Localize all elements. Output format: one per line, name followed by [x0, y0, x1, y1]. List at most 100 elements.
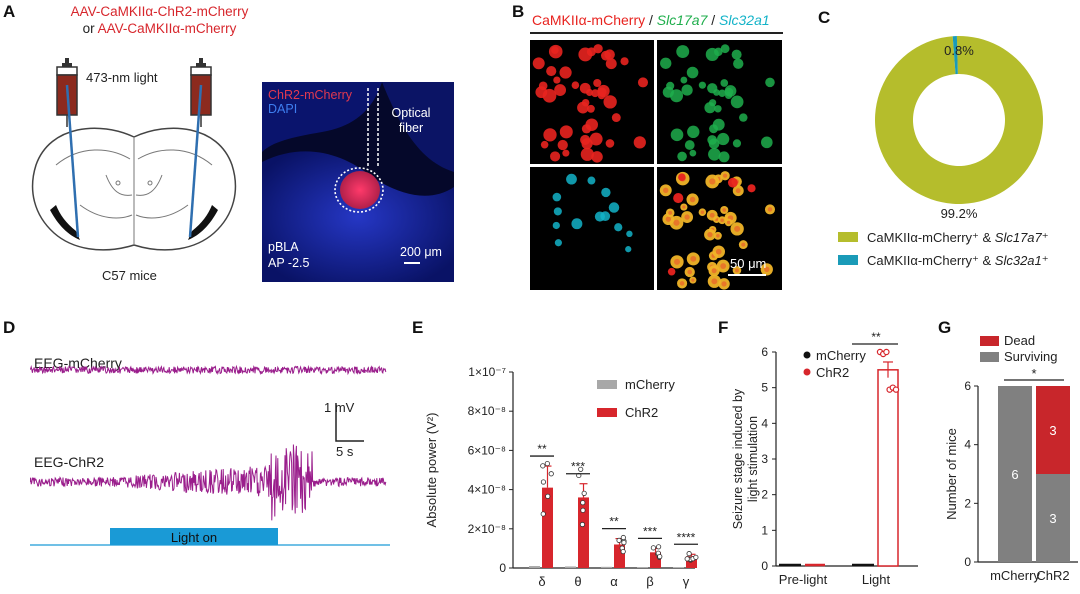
e-sig-label: ***	[643, 524, 657, 538]
e-xtick-label: γ	[683, 574, 690, 589]
e-bar-chr2	[578, 497, 589, 568]
scale-200um-label: 200 μm	[400, 245, 442, 259]
eeg-traces	[30, 364, 390, 546]
panel-label-b: B	[512, 2, 525, 21]
e-sig-label: ****	[677, 530, 696, 544]
eeg-scale-bar	[335, 403, 364, 442]
e-datapoint	[545, 493, 551, 499]
bla-right	[188, 205, 218, 240]
scale-bar-200um	[404, 262, 420, 264]
optical-fiber-label: Optical fiber	[391, 106, 431, 135]
e-datapoint	[650, 545, 656, 551]
g-legend-swatch-dead	[980, 336, 999, 346]
e-bar-mcherry	[601, 566, 612, 568]
e-datapoint	[540, 511, 546, 517]
g-bar-surviving	[1036, 474, 1070, 562]
merge-channel	[657, 167, 782, 290]
panel-label-c: C	[818, 8, 831, 27]
donut-label-slc32a1: 0.8%	[944, 43, 974, 58]
g-bar-surviving	[998, 386, 1032, 562]
g-sig-label: *	[1031, 366, 1036, 381]
f-bar-chr2	[877, 369, 899, 567]
e-legend-swatch-chr2	[597, 408, 617, 417]
e-ytick-label: 4×10⁻⁸	[468, 483, 506, 497]
e-datapoint	[540, 463, 546, 469]
e-bar-mcherry	[565, 566, 576, 568]
e-datapoint	[544, 460, 550, 467]
f-datapoint	[883, 348, 890, 356]
e-ytick-label: 1×10⁻⁷	[468, 365, 506, 379]
e-datapoint	[548, 471, 554, 477]
donut-slice-slc32a1	[952, 36, 958, 75]
e-legend-chr2: ChR2	[625, 405, 658, 420]
g-legend-dead: Dead	[1004, 333, 1035, 348]
g-legend-surviving: Surviving	[1004, 349, 1057, 364]
e-ytick-label: 2×10⁻⁸	[468, 522, 506, 536]
mcherry-channel	[530, 40, 654, 164]
e-xtick-label: α	[610, 574, 618, 589]
mouse-strain-label: C57 mice	[102, 268, 157, 283]
optical-fiber-left	[65, 84, 80, 238]
donut-slice-slc17a7	[875, 36, 1043, 204]
g-xtick-label: mCherry	[990, 568, 1040, 583]
title-underline	[530, 32, 783, 34]
survival-stacked-chart: Number of mice Dead Surviving 0 2 4 6 6 mChe…	[944, 333, 1078, 583]
g-y-axis-label: Number of mice	[944, 428, 959, 520]
f-legend-chr2: ChR2	[816, 365, 849, 380]
seizure-stage-chart: Seizure stage induced by light stimulati…	[731, 330, 918, 587]
f-ytick-label: 3	[761, 452, 768, 466]
legend-item-slc17a7: CaMKIIα-mCherry⁺ & Slc17a7⁺	[838, 226, 1049, 249]
e-bar-chr2	[650, 552, 661, 568]
title-camk: CaMKIIα-mCherry	[532, 12, 646, 28]
e-datapoint	[621, 540, 627, 546]
panel-label-f: F	[718, 318, 729, 337]
optical-fiber-right	[188, 84, 203, 238]
panel-label-e: E	[412, 318, 424, 337]
f-xtick-label: Pre-light	[779, 572, 828, 587]
e-ytick-label: 6×10⁻⁸	[468, 443, 506, 457]
g-ytick-label: 0	[964, 555, 971, 569]
f-y-axis-label-2: light stimulation	[746, 416, 760, 502]
f-ytick-label: 5	[761, 381, 768, 395]
e-bar-mcherry	[673, 567, 684, 568]
light-wavelength-label: 473-nm light	[86, 70, 158, 85]
g-ytick-label: 2	[964, 496, 971, 510]
or-word: or	[82, 21, 95, 36]
g-legend-swatch-surviving	[980, 352, 999, 362]
panel-b-title: CaMKIIα-mCherry / Slc17a7 / Slc32a1	[532, 12, 770, 28]
e-bar-mcherry	[529, 566, 540, 568]
g-bar-dead	[1036, 386, 1070, 474]
light-on-box	[110, 528, 278, 545]
e-bar-chr2	[614, 544, 625, 568]
f-xtick-label: Light	[862, 572, 891, 587]
e-xtick-label: θ	[574, 574, 581, 589]
virus-mcherry-label: AAV-CaMKIIα-mCherry	[97, 21, 237, 36]
bla-left	[50, 205, 80, 240]
e-datapoint	[620, 534, 626, 541]
legend-swatch-slc32a1	[838, 255, 858, 265]
light-on-label: Light on	[170, 530, 218, 545]
g-ytick-label: 4	[964, 438, 971, 452]
e-xtick-label: δ	[538, 574, 545, 589]
g-value-label: 6	[1011, 467, 1018, 482]
e-datapoint	[616, 537, 622, 544]
f-ytick-label: 1	[761, 523, 768, 537]
g-ytick-label: 6	[964, 379, 971, 393]
f-sig-label: **	[871, 330, 881, 344]
e-sig-label: ***	[571, 460, 585, 474]
region-label: pBLA	[268, 240, 299, 254]
e-datapoint	[578, 466, 584, 472]
eeg-chr2-label: EEG-ChR2	[34, 454, 105, 470]
donut-chart: 0.8% 99.2%	[875, 36, 1043, 221]
e-sig-label: **	[537, 442, 547, 456]
f-ytick-label: 2	[761, 488, 768, 502]
scale-time-label: 5 s	[336, 444, 354, 459]
eeg-mcherry-label: EEG-mCherry	[34, 355, 122, 371]
e-ytick-label: 8×10⁻⁸	[468, 404, 506, 418]
legend-item-slc32a1: CaMKIIα-mCherry⁺ & Slc32a1⁺	[838, 249, 1049, 272]
e-bar-chr2	[542, 487, 553, 568]
e-datapoint	[580, 500, 586, 506]
virus-chr2-label: AAV-CaMKIIα-ChR2-mCherry	[70, 4, 249, 19]
dapi-stain-label: DAPI	[268, 102, 298, 116]
f-ytick-label: 6	[761, 345, 768, 359]
